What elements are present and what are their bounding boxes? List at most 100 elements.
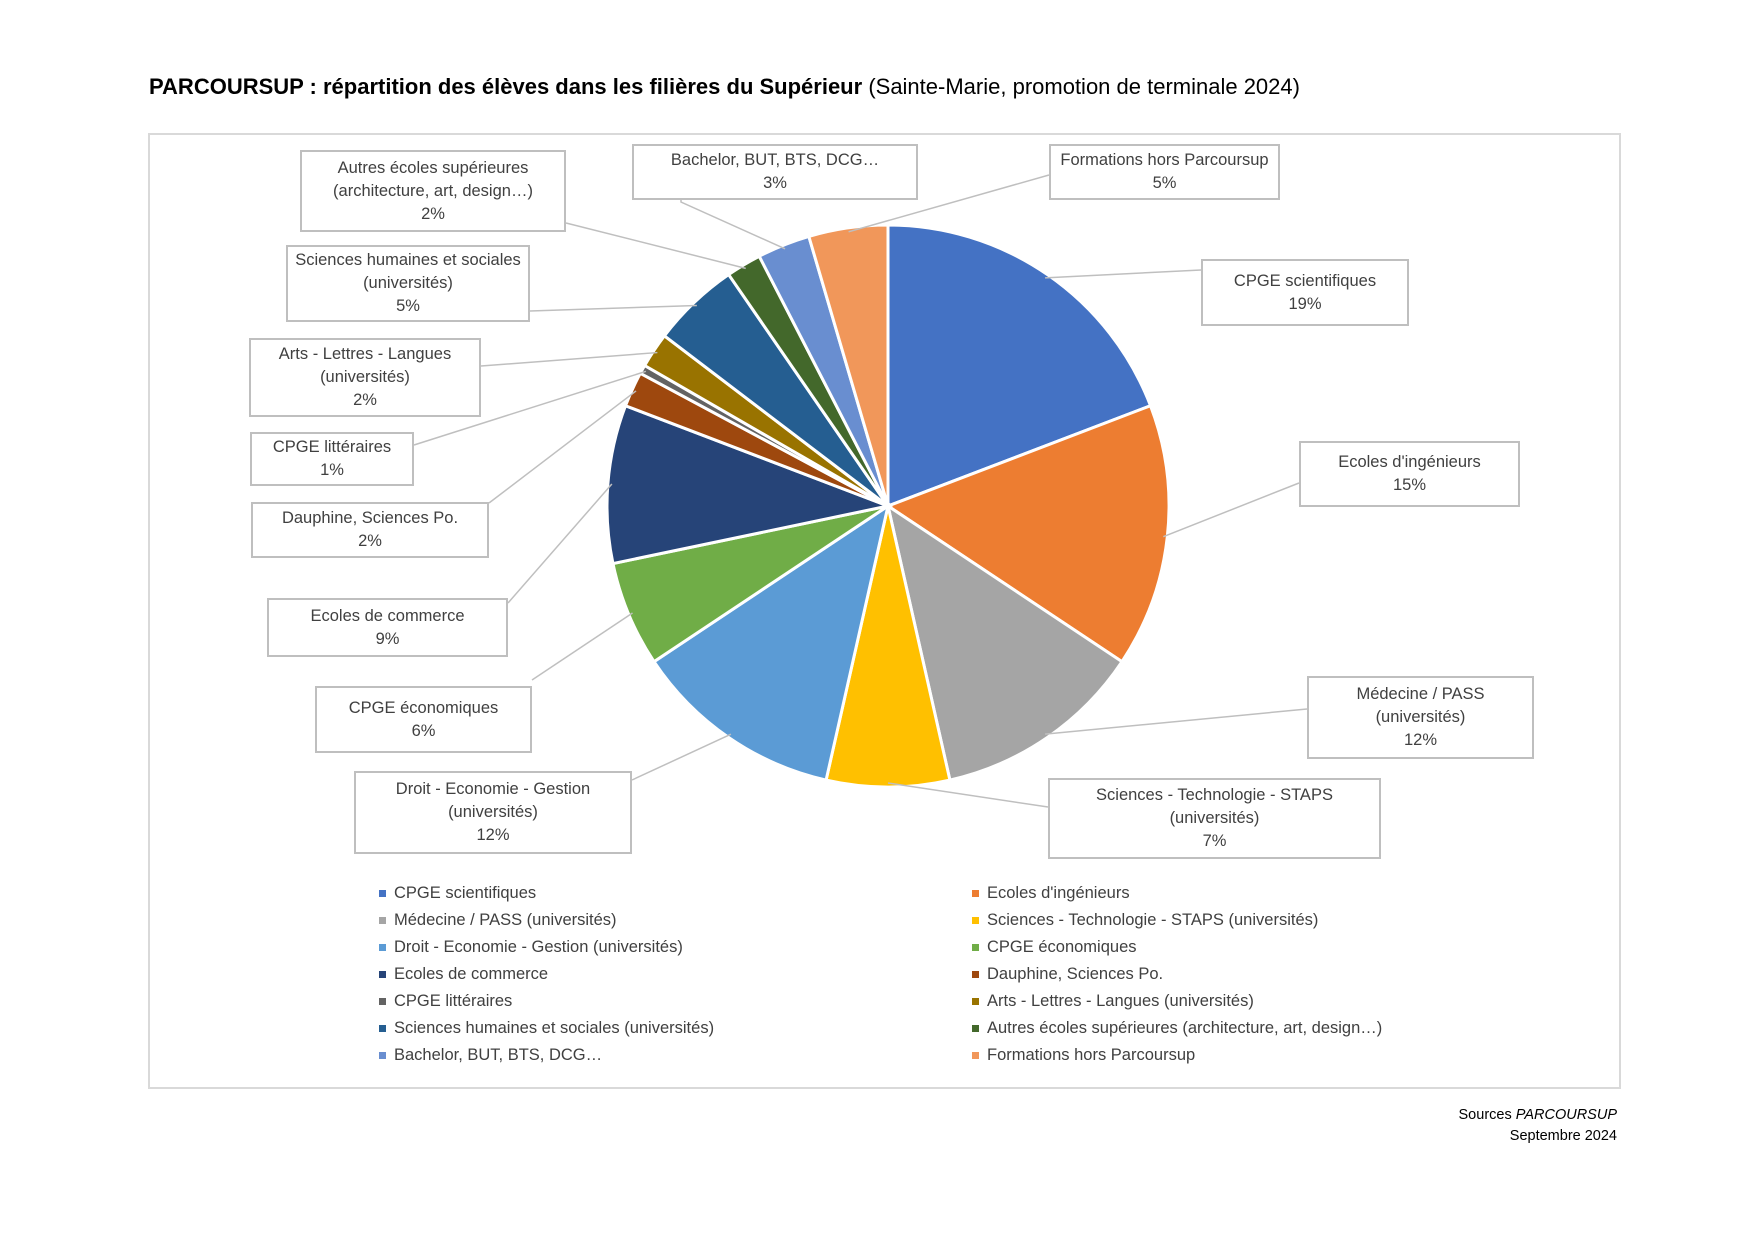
data-label-category: CPGE littéraires: [272, 438, 392, 456]
legend-label: Ecoles de commerce: [394, 965, 549, 983]
legend-swatch: [972, 1025, 979, 1032]
legend-label: Formations hors Parcoursup: [987, 1046, 1196, 1064]
data-label-value: 2%: [353, 391, 377, 409]
leader-line: [413, 370, 647, 446]
legend-label: Droit - Economie - Gestion (universités): [394, 938, 683, 956]
legend-item: Ecoles d'ingénieurs: [972, 884, 1130, 903]
leader-line: [488, 390, 637, 504]
title-main: PARCOURSUP : répartition des élèves dans…: [149, 74, 863, 99]
legend-label: CPGE économiques: [987, 938, 1137, 956]
data-label: Droit - Economie - Gestion (universités) 1…: [354, 771, 632, 854]
data-label-category: Droit - Economie - Gestion: [395, 780, 591, 798]
legend-label: Bachelor, BUT, BTS, DCG…: [394, 1046, 603, 1064]
pie-slice: [884, 403, 1171, 664]
data-label: Sciences humaines et sociales (université…: [286, 245, 530, 322]
pie-slices: [605, 223, 1171, 789]
data-label-value: 7%: [1202, 832, 1227, 850]
source-note: Sources PARCOURSUP Septembre 2024: [1459, 1105, 1617, 1147]
legend-label: Sciences humaines et sociales (universit…: [394, 1019, 715, 1037]
data-label-value: 12%: [476, 826, 510, 844]
data-label: CPGE économiques 6%: [315, 686, 532, 753]
data-label-value: 15%: [1392, 476, 1427, 494]
data-label-category: Arts - Lettres - Langues: [278, 345, 452, 363]
leader-line: [887, 782, 1049, 808]
legend-item: Autres écoles supérieures (architecture,…: [972, 1019, 1382, 1038]
leader-line: [1045, 269, 1202, 279]
legend-label: Médecine / PASS (universités): [394, 911, 617, 929]
leader-line: [565, 222, 746, 270]
legend-label: Dauphine, Sciences Po.: [987, 965, 1164, 983]
legend-item: Arts - Lettres - Langues (universités): [972, 992, 1254, 1011]
legend-item: Droit - Economie - Gestion (universités): [379, 938, 683, 957]
leader-line: [848, 174, 1050, 233]
legend-item: CPGE économiques: [972, 938, 1137, 957]
leader-line: [631, 733, 732, 781]
legend-label: Arts - Lettres - Langues (universités): [987, 992, 1254, 1010]
data-label-category: Ecoles de commerce: [310, 606, 465, 625]
legend-swatch: [972, 971, 979, 978]
pie-slice: [651, 502, 891, 782]
data-label: Dauphine, Sciences Po. 2%: [251, 502, 489, 558]
legend-item: Bachelor, BUT, BTS, DCG…: [379, 1046, 602, 1065]
data-label-category: Sciences humaines et sociales: [295, 251, 521, 269]
data-label: Formations hors Parcoursup 5%: [1049, 144, 1280, 200]
data-label-value: 5%: [396, 297, 420, 315]
source-date: Septembre 2024: [1509, 1128, 1617, 1144]
legend-swatch: [379, 971, 386, 978]
legend-swatch: [972, 944, 979, 951]
legend-swatch: [379, 1025, 386, 1032]
data-label-category: CPGE scientifiques: [1233, 271, 1377, 290]
legend-swatch: [972, 890, 979, 897]
pie-slice: [605, 403, 894, 566]
data-label-category: Bachelor, BUT, BTS, DCG…: [670, 151, 880, 169]
chart-area: [148, 133, 1621, 1089]
legend-swatch: [379, 917, 386, 924]
title-subtitle: (Sainte-Marie, promotion de terminale 20…: [868, 74, 1300, 99]
leader-line: [1163, 482, 1300, 538]
data-label-category: Dauphine, Sciences Po.: [281, 509, 459, 527]
data-label: Ecoles de commerce 9%: [267, 598, 508, 657]
legend-swatch: [379, 890, 386, 897]
legend-swatch: [379, 998, 386, 1005]
data-label-value: 19%: [1288, 294, 1322, 313]
legend-item: Sciences humaines et sociales (universit…: [379, 1019, 714, 1038]
data-label: Autres écoles supérieures (architecture, …: [300, 150, 566, 232]
pie-slice: [885, 502, 1125, 782]
data-label-value: 2%: [421, 204, 445, 223]
leader-line: [1045, 708, 1308, 735]
data-label: Ecoles d'ingénieurs 15%: [1299, 441, 1520, 507]
legend-item: Dauphine, Sciences Po.: [972, 965, 1163, 984]
data-label-category: Sciences - Technologie - STAPS: [1096, 786, 1333, 804]
source-prefix: Sources: [1458, 1107, 1512, 1123]
data-label-value: 3%: [763, 174, 787, 192]
legend-label: Sciences - Technologie - STAPS (universi…: [987, 911, 1319, 929]
legend-item: CPGE scientifiques: [379, 884, 536, 903]
data-label-value: 6%: [411, 721, 436, 740]
leader-line: [680, 200, 786, 250]
leader-line: [480, 351, 658, 367]
data-label-category: (universités): [1375, 708, 1466, 726]
data-label: Médecine / PASS (universités) 12%: [1307, 676, 1534, 759]
data-label-value: 2%: [358, 532, 382, 550]
data-label-category: Autres écoles supérieures: [337, 158, 529, 177]
data-label: CPGE scientifiques 19%: [1201, 259, 1409, 326]
legend-swatch: [972, 1052, 979, 1059]
data-label-value: 12%: [1403, 731, 1438, 749]
leader-lines: [413, 174, 1308, 808]
legend-item: Formations hors Parcoursup: [972, 1046, 1195, 1065]
legend-label: Autres écoles supérieures (architecture,…: [987, 1019, 1383, 1037]
data-label-value: 5%: [1152, 174, 1177, 192]
legend-swatch: [972, 917, 979, 924]
data-label-category: (universités): [1169, 809, 1260, 827]
leader-line: [529, 304, 697, 312]
legend-swatch: [972, 998, 979, 1005]
legend-item: CPGE littéraires: [379, 992, 512, 1011]
data-label-value: 9%: [375, 629, 400, 648]
data-label-category: Médecine / PASS: [1356, 685, 1485, 703]
data-label: Sciences - Technologie - STAPS (universit…: [1048, 778, 1381, 859]
legend-item: Sciences - Technologie - STAPS (universi…: [972, 911, 1318, 930]
data-label-category: (universités): [320, 368, 410, 386]
pie-slice: [886, 223, 1153, 509]
source-name: PARCOURSUP: [1515, 1107, 1617, 1123]
